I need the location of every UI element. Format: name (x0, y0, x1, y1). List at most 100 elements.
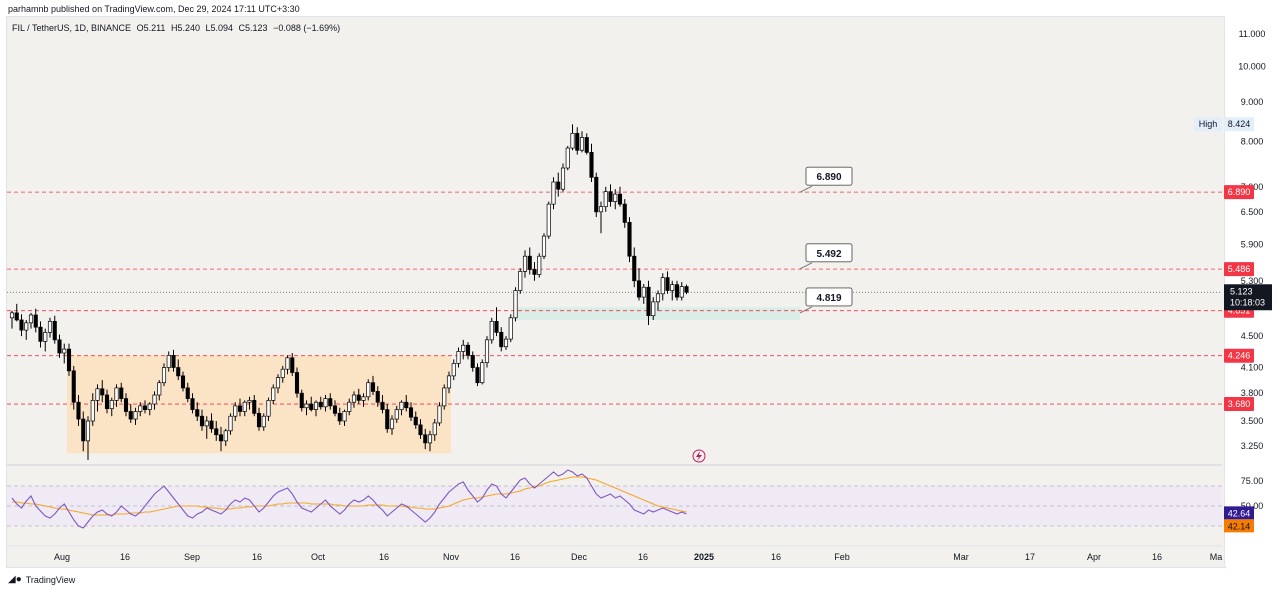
candle-body (24, 322, 29, 331)
level-badge-label: 6.890 (1228, 187, 1251, 197)
level-badge (1224, 397, 1254, 412)
candle (9, 310, 15, 329)
callout-box (805, 243, 853, 263)
candle-body (655, 293, 661, 303)
candle-body (380, 401, 385, 410)
time-tick-label: 17 (1025, 552, 1035, 562)
candle (304, 400, 309, 416)
candle (285, 355, 290, 375)
candle-body (670, 284, 675, 291)
candle-body (646, 286, 651, 317)
price-tick-label: 3.250 (1241, 441, 1264, 451)
candle (394, 405, 399, 423)
candle (313, 400, 319, 417)
time-tick-label: Nov (443, 552, 460, 562)
candle-body (195, 409, 200, 417)
candle-body (299, 392, 304, 409)
candle-body (228, 415, 233, 432)
candle (261, 413, 266, 431)
candle (408, 402, 414, 421)
candle-body (337, 413, 342, 422)
candle-body (81, 418, 86, 442)
candle-body (237, 405, 243, 412)
time-tick-label: Feb (834, 552, 850, 562)
current-price-label: 5.123 (1230, 286, 1253, 296)
candle-body (584, 137, 589, 153)
callout-pointer (799, 306, 813, 314)
candle-body (104, 394, 110, 410)
candle (71, 365, 76, 410)
time-tick-label: 16 (771, 552, 781, 562)
candle-body (522, 255, 528, 272)
candle-body (684, 286, 689, 293)
candle-body (565, 147, 570, 169)
candle-body (28, 314, 34, 324)
candle (399, 400, 404, 416)
candle (38, 321, 43, 348)
candle (613, 189, 618, 210)
published-by: parhamnb published on TradingView.com, D… (8, 4, 300, 14)
candle (503, 336, 509, 350)
candle-body (332, 405, 338, 414)
candle (546, 201, 551, 239)
candle (19, 314, 24, 337)
candle (47, 317, 53, 338)
candle-body (100, 388, 105, 396)
candle (290, 353, 295, 376)
candle-body (608, 191, 613, 202)
candle-body (271, 387, 276, 401)
price-tick-label: 3.800 (1241, 388, 1264, 398)
candle-body (617, 193, 623, 205)
candle (632, 247, 637, 288)
candle-body (294, 372, 300, 394)
candle (161, 363, 167, 387)
tradingview-wordmark: TradingView (25, 574, 76, 585)
candle-body (560, 167, 566, 190)
candle-body (114, 387, 119, 401)
price-tick-label: 9.000 (1241, 97, 1264, 107)
candle-body (432, 422, 437, 436)
candle (442, 384, 447, 410)
candle-body (38, 326, 43, 342)
candle-body (437, 405, 442, 424)
candle (579, 131, 585, 153)
candle-body (627, 222, 632, 257)
candle-body (43, 331, 48, 342)
candle (423, 428, 428, 450)
candle (138, 402, 143, 417)
candle (24, 319, 29, 340)
level-badge (1224, 262, 1254, 277)
candle (195, 402, 200, 421)
candle (655, 290, 661, 311)
candle-body (484, 339, 490, 363)
candle-body (323, 398, 328, 408)
candle-body (95, 388, 100, 401)
candle (465, 342, 471, 360)
callout-label: 6.890 (816, 172, 841, 183)
candle (209, 413, 214, 433)
candle-body (404, 401, 409, 409)
candle-body (242, 401, 247, 412)
price-tick-label: 4.500 (1241, 331, 1264, 341)
symbol-name: FIL / TetherUS, 1D, BINANCE (12, 23, 132, 33)
candle (584, 133, 589, 155)
callout-box (805, 287, 853, 307)
high-value-box (1224, 117, 1254, 132)
candle-body (275, 377, 281, 389)
candle-body (537, 255, 542, 275)
candle (332, 400, 338, 417)
candle-body (147, 403, 152, 410)
candle (57, 334, 62, 358)
candle-body (541, 235, 547, 257)
candle (128, 404, 133, 423)
candle (418, 419, 423, 439)
candle (560, 163, 566, 192)
candle-body (166, 355, 171, 368)
price-tick-label: 6.500 (1241, 207, 1264, 217)
candle (119, 382, 124, 403)
candle-body (613, 193, 618, 202)
rsi-value-badge (1224, 506, 1254, 520)
candle-body (442, 387, 447, 407)
candle-countdown-label: 10:18:03 (1230, 297, 1265, 307)
